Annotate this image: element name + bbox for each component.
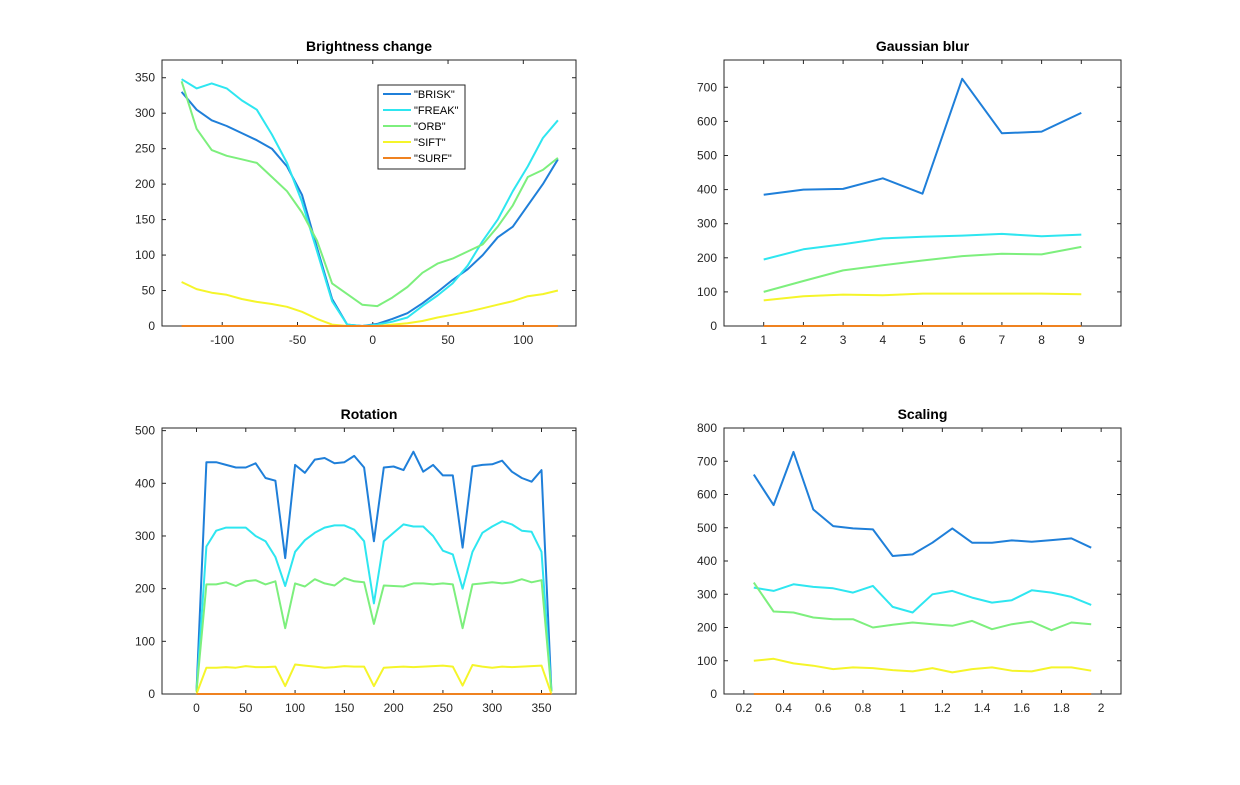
x-tick-label: 100 (513, 333, 533, 347)
series-line-brisk (195, 450, 553, 692)
series-line-freak (753, 583, 1092, 614)
y-tick-label: 400 (697, 554, 717, 568)
axes-box (161, 427, 577, 695)
x-tick-label: 300 (482, 701, 502, 715)
y-tick-label: 600 (697, 488, 717, 502)
x-tick-label: 0.4 (775, 701, 792, 715)
x-tick-label: -100 (210, 333, 234, 347)
legend-label-brisk: "BRISK" (414, 89, 455, 101)
axes-box (723, 427, 1122, 695)
series-line-orb (180, 80, 559, 308)
x-tick-label: 0.6 (815, 701, 832, 715)
y-tick-label: 800 (697, 421, 717, 435)
y-tick-label: 50 (142, 284, 156, 298)
x-tick-label: 100 (285, 701, 305, 715)
x-tick-label: 2 (1098, 701, 1105, 715)
x-tick-label: 1.2 (934, 701, 951, 715)
y-tick-label: 500 (697, 148, 717, 162)
x-tick-label: 0.8 (855, 701, 872, 715)
legend-label-surf: "SURF" (414, 153, 452, 165)
y-tick-label: 700 (697, 454, 717, 468)
x-tick-label: 2 (800, 333, 807, 347)
x-tick-label: 1 (899, 701, 906, 715)
series-line-brisk (763, 77, 1082, 196)
series-line-freak (763, 232, 1082, 261)
y-tick-label: 400 (697, 183, 717, 197)
x-tick-label: 0 (193, 701, 200, 715)
series-line-sift (195, 663, 553, 695)
x-tick-label: 1 (760, 333, 767, 347)
y-tick-label: 0 (710, 687, 717, 701)
x-tick-label: 8 (1038, 333, 1045, 347)
x-tick-label: 250 (433, 701, 453, 715)
chart-gaussian-blur: Gaussian blur 1 2 3 4 5 6 7 8 9 0 100 200 300 400 500 60… (697, 38, 1122, 347)
x-tick-label: 1.6 (1013, 701, 1030, 715)
chart-title: Gaussian blur (876, 38, 970, 54)
x-tick-label: 150 (334, 701, 354, 715)
axes-box (161, 59, 577, 327)
series-line-orb (752, 582, 1092, 632)
x-tick-label: 1.4 (974, 701, 991, 715)
y-tick-label: 100 (135, 634, 155, 648)
y-tick-label: 500 (697, 521, 717, 535)
y-tick-label: 400 (135, 476, 155, 490)
x-tick-label: 200 (384, 701, 404, 715)
y-tick-label: 350 (135, 71, 155, 85)
x-tick-label: 0.2 (736, 701, 753, 715)
x-tick-label: 1.8 (1053, 701, 1070, 715)
x-tick-label: -50 (289, 333, 307, 347)
y-tick-label: 700 (697, 80, 717, 94)
y-tick-label: 600 (697, 114, 717, 128)
chart-scaling: Scaling 0.2 0.4 0.6 0.8 1 1.2 1.4 1.6 1.8 2 0 100 200… (697, 406, 1122, 715)
y-tick-label: 500 (135, 424, 155, 438)
y-tick-label: 0 (148, 687, 155, 701)
legend-label-freak: "FREAK" (414, 105, 459, 117)
x-tick-label: 350 (531, 701, 551, 715)
chart-brightness-change: Brightness change -100 -50 0 50 100 0 50 100 150 2… (135, 38, 577, 347)
y-tick-label: 0 (148, 319, 155, 333)
y-tick-label: 150 (135, 213, 155, 227)
y-tick-label: 200 (135, 177, 155, 191)
series-line-sift (763, 292, 1082, 302)
legend-label-orb: "ORB" (414, 121, 446, 133)
series-line-sift (753, 657, 1092, 674)
x-tick-label: 50 (441, 333, 455, 347)
x-tick-label: 7 (999, 333, 1006, 347)
y-tick-label: 200 (135, 582, 155, 596)
x-tick-label: 9 (1078, 333, 1085, 347)
y-tick-label: 0 (710, 319, 717, 333)
x-tick-label: 3 (840, 333, 847, 347)
y-tick-label: 100 (697, 654, 717, 668)
x-tick-label: 6 (959, 333, 966, 347)
chart-title: Rotation (341, 406, 398, 422)
y-tick-label: 200 (697, 621, 717, 635)
y-tick-label: 300 (697, 587, 717, 601)
x-tick-label: 50 (239, 701, 253, 715)
x-tick-label: 5 (919, 333, 926, 347)
chart-title: Brightness change (306, 38, 432, 54)
chart-title: Scaling (898, 406, 948, 422)
y-tick-label: 300 (135, 106, 155, 120)
y-tick-label: 100 (135, 248, 155, 262)
x-tick-label: 4 (879, 333, 886, 347)
legend-label-sift: "SIFT" (414, 137, 446, 149)
y-tick-label: 300 (697, 217, 717, 231)
chart-rotation: Rotation 0 50 100 150 200 250 300 350 0 100 200 300 4… (135, 406, 577, 715)
series-line-orb (763, 245, 1082, 293)
series-line-freak (195, 520, 553, 692)
y-tick-label: 100 (697, 285, 717, 299)
y-tick-label: 250 (135, 142, 155, 156)
y-tick-label: 200 (697, 251, 717, 265)
series-line-brisk (752, 450, 1092, 557)
legend: "BRISK" "FREAK" "ORB" "SIFT" "SURF" (377, 84, 466, 170)
x-tick-label: 0 (369, 333, 376, 347)
y-tick-label: 300 (135, 529, 155, 543)
series-line-orb (195, 577, 553, 692)
